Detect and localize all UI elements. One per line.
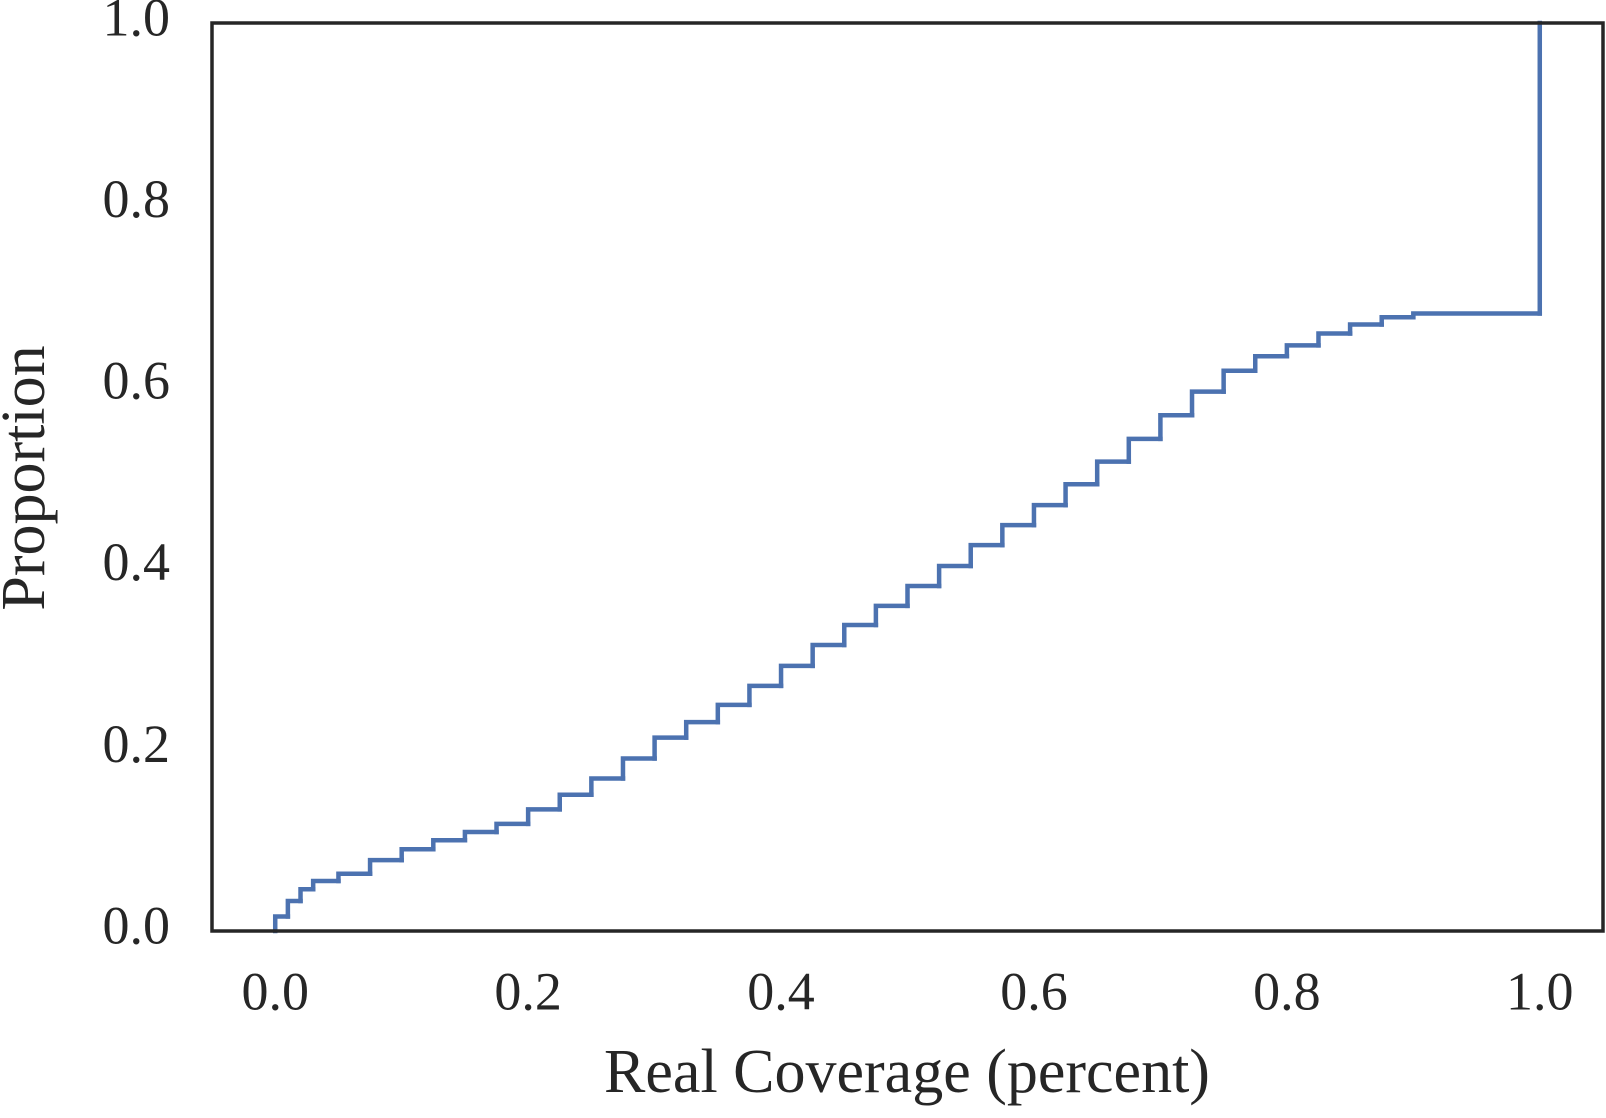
ecdf-step xyxy=(683,719,721,740)
ecdf-step xyxy=(399,847,436,863)
ecdf-step xyxy=(620,756,657,781)
ecdf-step xyxy=(905,583,942,609)
ecdf-step xyxy=(1158,413,1195,442)
ecdf-step xyxy=(873,603,910,628)
ecdf-step xyxy=(1063,482,1100,508)
ecdf-step xyxy=(1189,389,1226,418)
ecdf-step xyxy=(462,829,499,843)
ecdf-step xyxy=(525,807,562,827)
x-tick-label: 0.8 xyxy=(1253,961,1321,1021)
ecdf-step xyxy=(842,622,879,648)
y-tick-label: 1.0 xyxy=(103,0,171,47)
ecdf-step xyxy=(652,735,689,761)
y-axis-label: Proportion xyxy=(0,345,58,610)
ecdf-step xyxy=(494,821,531,835)
ecdf-step xyxy=(285,898,303,919)
ecdf-step xyxy=(557,792,594,812)
plot-frame xyxy=(210,21,1605,933)
ecdf-step xyxy=(1253,353,1290,374)
y-tick-label: 0.6 xyxy=(103,351,171,411)
ecdf-step xyxy=(336,871,373,884)
ecdf-step xyxy=(1379,314,1416,327)
y-tick-label: 0.2 xyxy=(103,714,171,774)
ecdf-step xyxy=(747,683,784,708)
y-tick-label: 0.4 xyxy=(103,532,171,592)
ecdf-step xyxy=(1000,522,1037,548)
ecdf-step xyxy=(1126,436,1163,464)
ecdf-step xyxy=(1094,459,1132,487)
ecdf-step xyxy=(589,776,626,798)
ecdf-step xyxy=(310,878,341,892)
ecdf-step xyxy=(367,857,404,877)
x-tick-label: 0.6 xyxy=(1000,961,1068,1021)
ecdf-step xyxy=(1316,331,1353,348)
ecdf-step xyxy=(968,542,1005,569)
ecdf-step xyxy=(810,642,847,669)
y-tick-label: 0.8 xyxy=(103,169,171,229)
ecdf-step xyxy=(778,663,815,689)
ecdf-step xyxy=(715,702,752,725)
ecdf-step xyxy=(272,914,291,934)
x-tick-label: 0.0 xyxy=(241,961,309,1021)
x-tick-label: 1.0 xyxy=(1506,961,1574,1021)
y-tick-label: 0.0 xyxy=(103,895,171,955)
x-tick-label: 0.2 xyxy=(494,961,562,1021)
x-axis-label: Real Coverage (percent) xyxy=(604,1038,1210,1106)
ecdf-step xyxy=(936,563,973,589)
ecdf-step xyxy=(1284,343,1321,359)
ecdf-step xyxy=(1221,368,1258,394)
x-tick-label: 0.4 xyxy=(747,961,815,1021)
ecdf-step xyxy=(431,837,468,852)
ecdf-step xyxy=(1347,322,1384,336)
ecdf-step xyxy=(1031,502,1068,528)
ecdf-step xyxy=(298,886,316,904)
ecdf-step xyxy=(1411,311,1543,320)
